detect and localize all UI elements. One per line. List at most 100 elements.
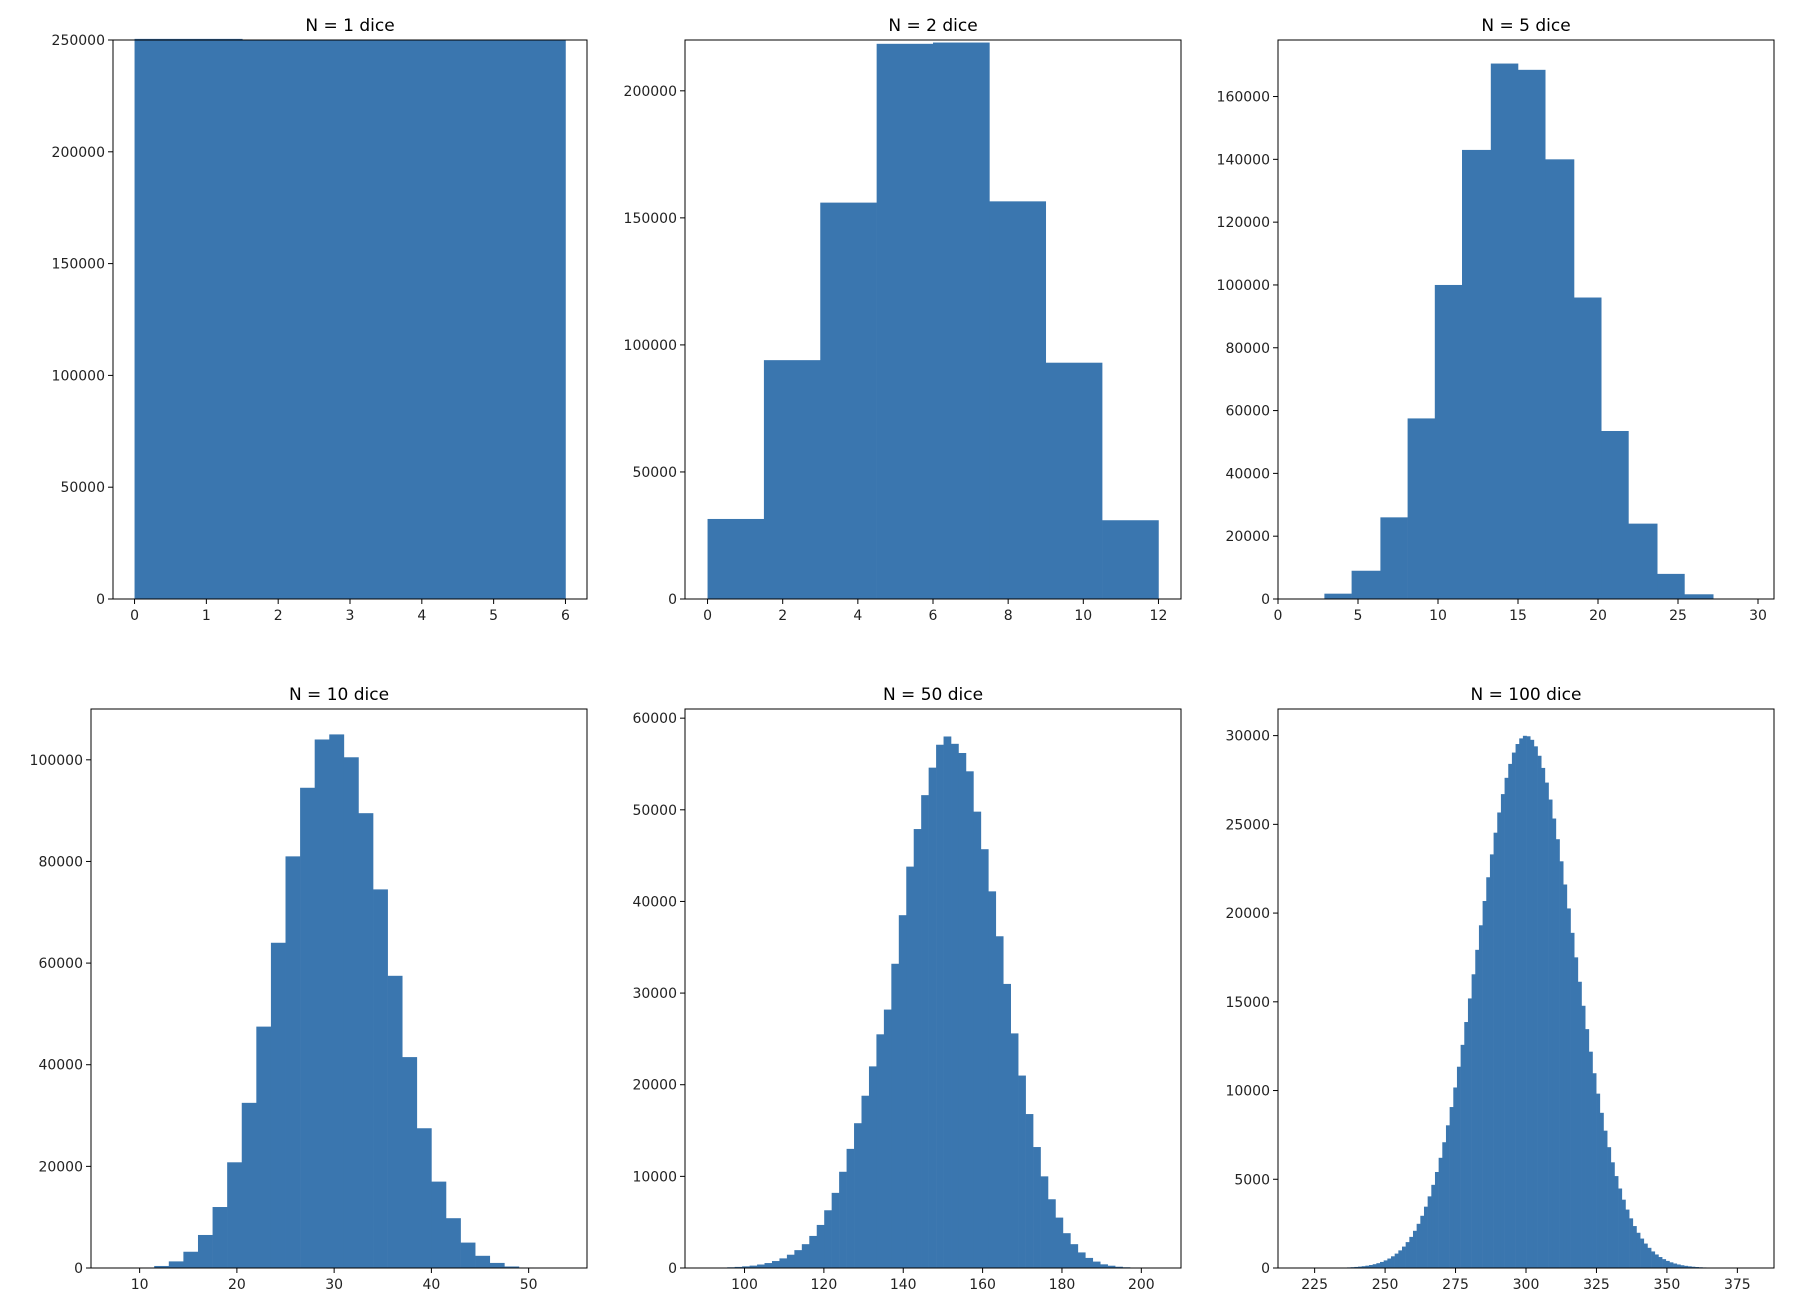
histogram-bar [958, 752, 967, 1268]
histogram-bar [1497, 812, 1502, 1268]
histogram-bar [936, 744, 944, 1268]
histogram-bar [1324, 593, 1352, 599]
y-tick-label: 20000 [1225, 529, 1270, 545]
histogram-bar [256, 1026, 272, 1268]
histogram-bar [1438, 1157, 1443, 1268]
y-tick-label: 40000 [632, 894, 677, 910]
histogram-bar [1636, 1232, 1641, 1268]
histogram-bar [973, 811, 982, 1268]
x-tick-label: 10 [1074, 608, 1092, 624]
x-tick-label: 180 [1049, 1277, 1076, 1293]
histogram-bar [1691, 1266, 1696, 1268]
histogram-bar [1533, 746, 1538, 1268]
histogram-bar [1033, 1147, 1041, 1268]
histogram-bar [1464, 1022, 1469, 1268]
y-tick-label: 80000 [1225, 341, 1270, 357]
x-tick-label: 0 [1274, 608, 1283, 624]
x-tick-label: 50 [520, 1277, 538, 1293]
plot-frame [684, 708, 1182, 1269]
histogram-bar [1603, 1130, 1608, 1268]
histogram-bar [1640, 1238, 1645, 1268]
histogram-bar [1625, 1209, 1630, 1268]
histogram-bar [1405, 1242, 1410, 1268]
histogram-bar [1427, 1196, 1432, 1268]
histogram-bar [314, 739, 330, 1268]
histogram-bar [1453, 1087, 1458, 1268]
histogram-bar [1614, 1176, 1619, 1268]
histogram-bar [1541, 767, 1546, 1268]
histogram-bar [749, 1265, 758, 1268]
histogram-bar [1077, 1252, 1086, 1268]
histogram-bars [704, 736, 1146, 1268]
y-tick-label: 20000 [632, 1078, 677, 1094]
histogram-bar [460, 1242, 476, 1268]
histogram-bar [1361, 1266, 1366, 1268]
histogram-bar [734, 1266, 743, 1268]
x-tick-label: 10 [131, 1277, 149, 1293]
y-tick-label: 15000 [1225, 995, 1270, 1011]
x-tick-label: 140 [890, 1277, 917, 1293]
y-tick-label: 100000 [1217, 278, 1270, 294]
histogram-bar [1607, 1147, 1612, 1268]
histogram-bar [1574, 297, 1602, 599]
y-tick-label: 40000 [38, 1058, 83, 1074]
histogram-bar [1449, 1107, 1454, 1268]
histogram-bar [1522, 735, 1527, 1268]
y-tick-label: 150000 [624, 211, 677, 227]
histogram-bar [1434, 1171, 1439, 1268]
histogram-bar [1684, 1265, 1689, 1268]
histogram-bar [1493, 832, 1498, 1268]
x-tick-label: 8 [1004, 608, 1013, 624]
subplot-n50: N = 50 dice 100 120 140 160 180 200 0 10000 20000… [632, 685, 1182, 1293]
x-tick-label: 225 [1301, 1277, 1328, 1293]
x-tick-label: 3 [346, 608, 355, 624]
histogram-bar [1628, 523, 1658, 599]
histogram-bar [786, 1254, 795, 1268]
histogram-bar [876, 43, 934, 600]
histogram-bar [1062, 1233, 1071, 1268]
x-tick-label: 0 [703, 608, 712, 624]
chart-title: N = 100 dice [1471, 685, 1582, 705]
histogram-bar [995, 936, 1004, 1268]
histogram-bar [1643, 1243, 1648, 1268]
x-tick-label: 6 [929, 608, 938, 624]
y-tick-label: 20000 [38, 1159, 83, 1175]
histogram-bar [1047, 1199, 1056, 1268]
histogram-bar [1391, 1256, 1395, 1268]
x-tick-label: 25 [1669, 608, 1687, 624]
histogram-bar [1574, 957, 1579, 1268]
subplot-n10: N = 10 dice 10 20 30 40 50 0 20000 40000 60000 800… [30, 685, 588, 1293]
histogram-bar [1545, 159, 1575, 599]
histogram-bar [1442, 1142, 1447, 1268]
histogram-bar [1570, 932, 1575, 1268]
histogram-bar [329, 734, 345, 1268]
y-tick-label: 200000 [624, 84, 677, 100]
histogram-bar [1380, 517, 1408, 599]
histogram-bar [1482, 901, 1487, 1268]
histogram-bar [1055, 1217, 1064, 1268]
y-tick-label: 10000 [1225, 1084, 1270, 1100]
x-tick-label: 10 [1429, 608, 1447, 624]
y-tick-label: 60000 [632, 711, 677, 727]
y-tick-label: 0 [1261, 1261, 1270, 1277]
histogram-bar [1394, 1253, 1399, 1268]
histogram-bars [134, 38, 566, 600]
plot-frame [90, 708, 588, 1269]
histogram-bar [1085, 1257, 1094, 1268]
x-tick-label: 375 [1724, 1277, 1751, 1293]
histogram-bar [846, 1148, 855, 1268]
histogram-bar [1423, 1206, 1428, 1268]
histogram-bar [1610, 1162, 1615, 1268]
plot-frame [1277, 39, 1775, 600]
histogram-bar [1559, 861, 1564, 1268]
histogram-bar [824, 1210, 832, 1268]
histogram-bar [1402, 1246, 1406, 1268]
x-tick-label: 5 [1354, 608, 1363, 624]
histogram-bar [1115, 1266, 1123, 1268]
histogram-bar [933, 42, 990, 600]
histogram-bar [1552, 818, 1557, 1268]
x-tick-label: 2 [778, 608, 787, 624]
histogram-bar [1369, 1265, 1373, 1268]
histogram-bar [1511, 752, 1516, 1268]
histogram-bar [1588, 1051, 1593, 1268]
